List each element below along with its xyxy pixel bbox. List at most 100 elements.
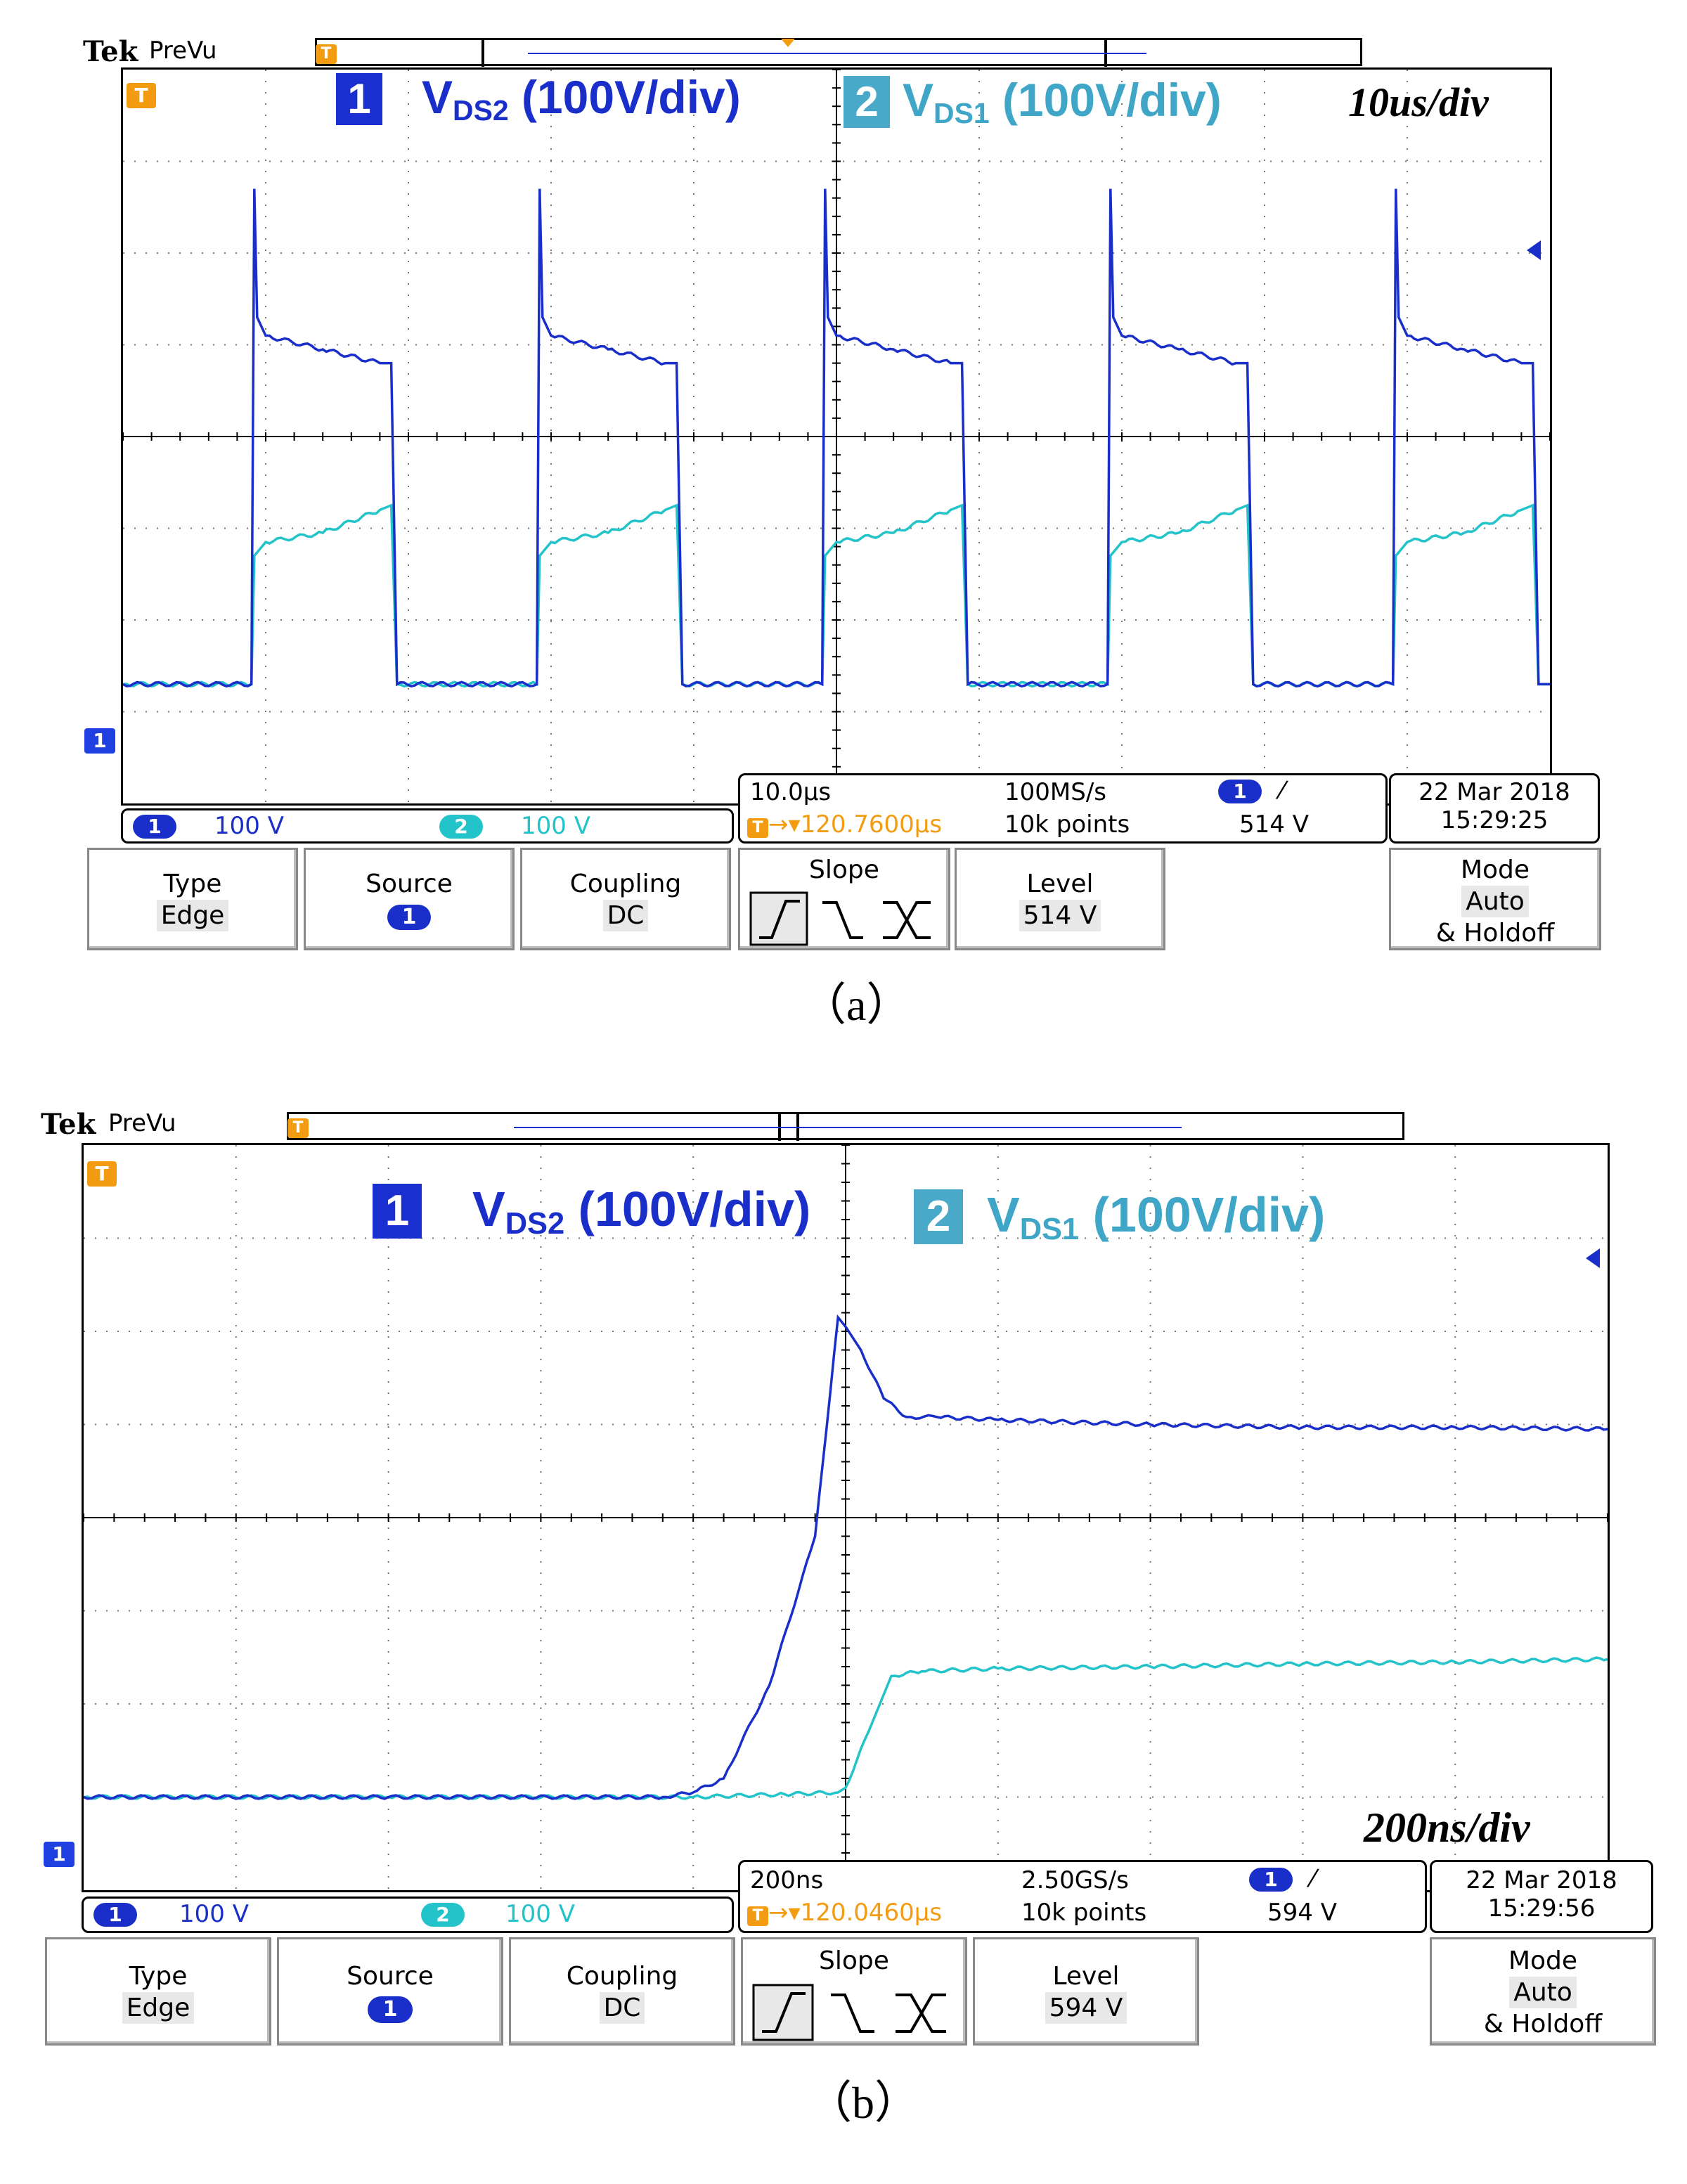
slope-menu-button[interactable]: Slope xyxy=(738,848,950,950)
coupling-menu-button[interactable]: Coupling DC xyxy=(520,848,731,950)
ch1-scale-readout: 100 V xyxy=(179,1900,249,1928)
mode-menu-value: Auto xyxy=(1461,886,1529,917)
ch1-label-scale: (100V/div) xyxy=(508,71,741,123)
mode-menu-value: Auto xyxy=(1509,1977,1577,2008)
type-menu-value: Edge xyxy=(156,900,229,931)
ch1-trace-vds2 xyxy=(123,188,1550,688)
trigger-position-icon: T xyxy=(747,1906,768,1926)
ch2-label-scale: (100V/div) xyxy=(1079,1187,1326,1242)
rising-edge-icon: ⁄ xyxy=(1311,1865,1315,1893)
acquisition-status-box[interactable]: 10.0µs T →▾120.7600µs 100MS/s 10k points … xyxy=(738,773,1388,844)
rising-edge-icon: ⁄ xyxy=(1280,777,1284,805)
ch2-label: VDS1 (100V/div) xyxy=(987,1187,1325,1247)
trigger-marker-icon: T xyxy=(127,83,156,108)
level-menu-value: 514 V xyxy=(1019,900,1101,931)
ch1-label-sub: DS2 xyxy=(453,94,509,127)
source-menu-title: Source xyxy=(347,1962,434,1991)
level-menu-title: Level xyxy=(1026,870,1094,898)
time-readout: 15:29:56 xyxy=(1487,1894,1596,1923)
trigger-source-pill: 1 xyxy=(1218,780,1262,803)
record-view-bar[interactable]: T xyxy=(287,1112,1404,1141)
sample-rate-readout: 2.50GS/s xyxy=(1021,1866,1129,1894)
ch2-scale-readout: 100 V xyxy=(505,1900,575,1928)
ch2-status-pill[interactable]: 2 xyxy=(421,1903,465,1927)
waveform-display[interactable] xyxy=(121,67,1552,806)
acquisition-status-box[interactable]: 200ns T →▾120.0460µs 2.50GS/s 10k points … xyxy=(738,1860,1427,1933)
coupling-menu-title: Coupling xyxy=(566,1962,678,1991)
trigger-position-value: 120.0460µs xyxy=(800,1899,943,1927)
graticule xyxy=(123,70,1550,803)
ch2-label-sub: DS1 xyxy=(1019,1212,1080,1246)
record-view-bar[interactable]: T xyxy=(315,38,1362,67)
trigger-position-readout: T →▾120.7600µs xyxy=(747,810,942,839)
mode-menu-button[interactable]: Mode Auto & Holdoff xyxy=(1430,1937,1656,2046)
coupling-menu-value: DC xyxy=(599,1992,645,2024)
mode-menu-sub: & Holdoff xyxy=(1483,2010,1603,2038)
type-menu-button[interactable]: Type Edge xyxy=(45,1937,271,2046)
channel-status-bar[interactable]: 1 100 V 2 100 V xyxy=(82,1897,734,1933)
source-menu-button[interactable]: Source 1 xyxy=(277,1937,503,2046)
ch1-label-number: 1 xyxy=(336,73,382,125)
ch2-scale-readout: 100 V xyxy=(521,812,590,840)
trigger-level-arrow-icon[interactable] xyxy=(1527,240,1541,260)
slope-options xyxy=(752,1984,946,2041)
ch2-label: VDS1 (100V/div) xyxy=(903,73,1222,130)
date-readout: 22 Mar 2018 xyxy=(1418,778,1570,806)
trigger-position-readout: T →▾120.0460µs xyxy=(747,1899,942,1927)
mode-menu-sub: & Holdoff xyxy=(1435,919,1555,948)
ch1-label-number: 1 xyxy=(373,1184,422,1239)
waveform-display[interactable] xyxy=(82,1143,1610,1892)
slope-options xyxy=(749,891,931,946)
ch2-label-name: V xyxy=(903,74,934,126)
trigger-flag-icon: T xyxy=(287,1118,309,1138)
ch2-label-number: 2 xyxy=(844,76,890,128)
coupling-menu-button[interactable]: Coupling DC xyxy=(509,1937,735,2046)
ch1-status-pill[interactable]: 1 xyxy=(133,815,176,839)
source-menu-title: Source xyxy=(366,870,453,898)
trigger-level-readout: 514 V xyxy=(1239,810,1309,839)
brand-logo: Tek xyxy=(83,35,138,68)
waveform-graticule xyxy=(123,70,1550,803)
type-menu-value: Edge xyxy=(122,1992,195,2024)
ch2-label-number: 2 xyxy=(914,1189,963,1244)
source-menu-value: 1 xyxy=(387,905,431,930)
trigger-level-arrow-icon[interactable] xyxy=(1586,1248,1600,1268)
ch2-label-scale: (100V/div) xyxy=(989,74,1222,126)
sample-rate-readout: 100MS/s xyxy=(1004,778,1106,806)
coupling-menu-title: Coupling xyxy=(569,870,682,898)
trigger-level-readout: 594 V xyxy=(1267,1899,1337,1927)
ch1-ground-marker-icon[interactable]: 1 xyxy=(44,1842,75,1867)
mode-menu-button[interactable]: Mode Auto & Holdoff xyxy=(1389,848,1601,950)
ch1-label: VDS2 (100V/div) xyxy=(422,70,741,127)
record-length-readout: 10k points xyxy=(1021,1899,1147,1927)
type-menu-button[interactable]: Type Edge xyxy=(87,848,298,950)
level-menu-button[interactable]: Level 594 V xyxy=(973,1937,1199,2046)
record-length-readout: 10k points xyxy=(1004,810,1130,839)
timebase-readout: 10.0µs xyxy=(750,778,832,806)
coupling-menu-value: DC xyxy=(602,900,649,931)
trigger-pos-icon xyxy=(781,39,795,47)
ch1-label-name: V xyxy=(472,1182,505,1236)
time-readout: 15:29:25 xyxy=(1440,806,1549,834)
record-trace xyxy=(528,53,1146,54)
level-menu-button[interactable]: Level 514 V xyxy=(955,848,1165,950)
trigger-arrow-icon: →▾ xyxy=(768,1899,801,1927)
slope-menu-button[interactable]: Slope xyxy=(741,1937,967,2046)
trigger-marker-icon: T xyxy=(87,1161,117,1187)
channel-status-bar[interactable]: 1 100 V 2 100 V xyxy=(121,808,734,844)
slope-menu-title: Slope xyxy=(819,1946,889,1975)
ch1-scale-readout: 100 V xyxy=(214,812,284,840)
trigger-position-icon: T xyxy=(747,818,768,838)
ch2-status-pill[interactable]: 2 xyxy=(439,815,483,839)
ch1-status-pill[interactable]: 1 xyxy=(93,1903,137,1927)
trigger-arrow-icon: →▾ xyxy=(768,810,801,839)
type-menu-title: Type xyxy=(163,870,222,898)
time-per-div-label: 10us/div xyxy=(1348,79,1489,125)
trigger-source-pill: 1 xyxy=(1249,1868,1293,1892)
source-menu-button[interactable]: Source 1 xyxy=(304,848,515,950)
time-per-div-label: 200ns/div xyxy=(1364,1804,1530,1851)
ch1-ground-marker-icon[interactable]: 1 xyxy=(84,728,115,754)
ch1-label-scale: (100V/div) xyxy=(564,1182,811,1236)
acquisition-mode: PreVu xyxy=(149,37,217,65)
date-readout: 22 Mar 2018 xyxy=(1466,1866,1617,1894)
